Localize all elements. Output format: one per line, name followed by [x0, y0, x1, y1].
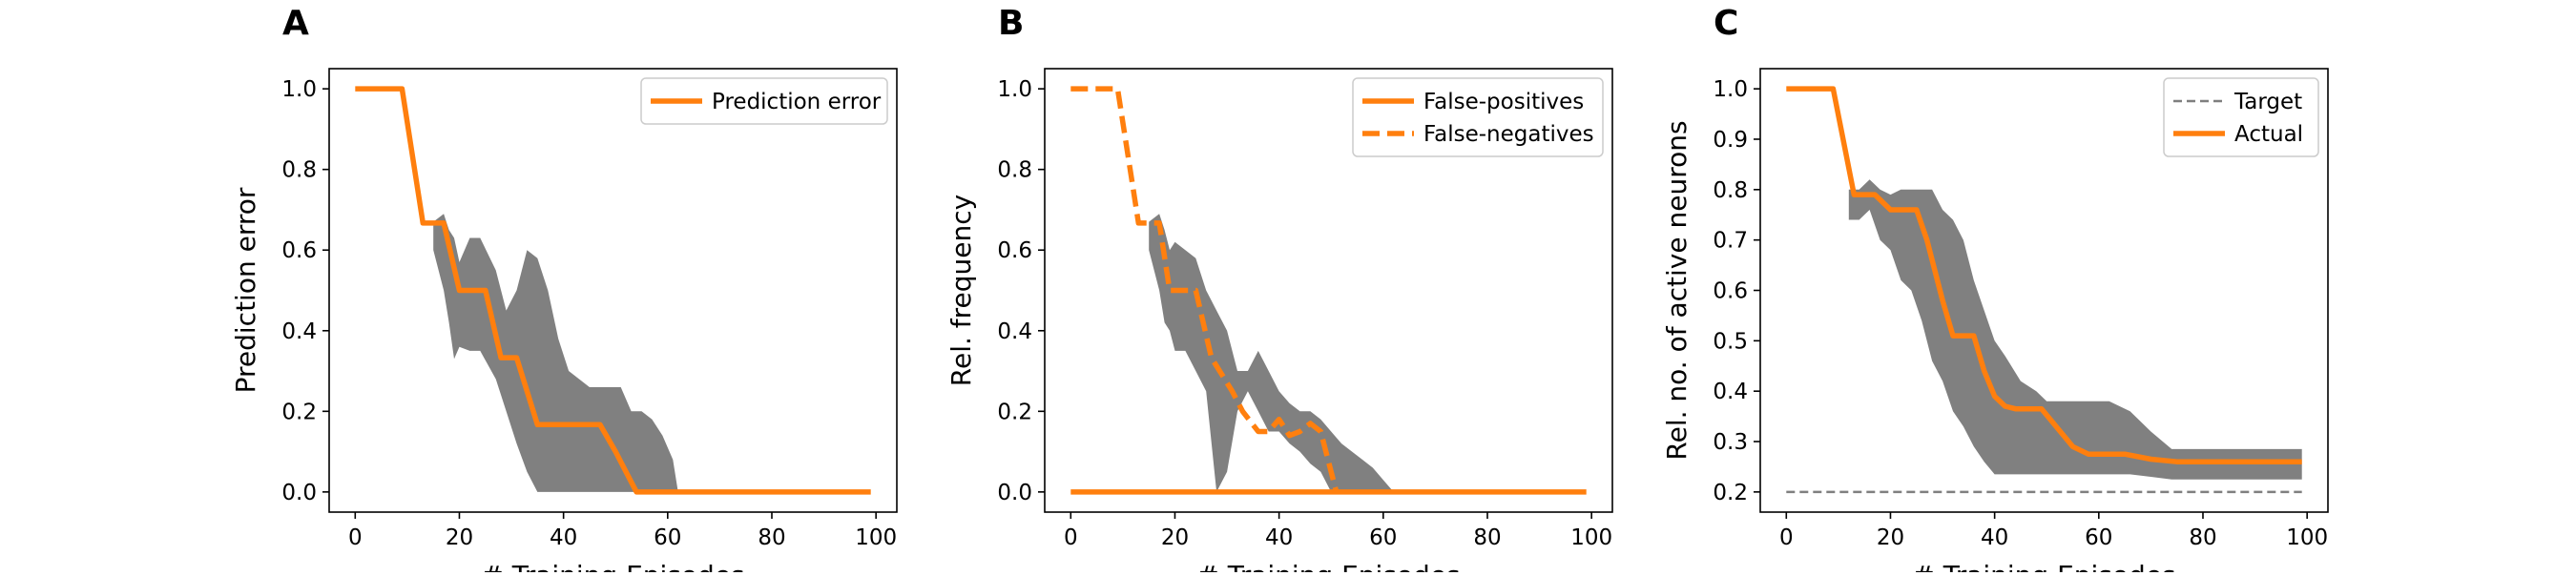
series-line-a-0	[355, 86, 871, 495]
y-tick-label-c-5: 0.7	[1713, 229, 1748, 254]
y-tick-label-c-1: 0.3	[1713, 430, 1748, 455]
panel-letter-a: A	[282, 4, 309, 43]
series-line-c-1	[1786, 86, 2302, 464]
axes-frame-b	[1044, 68, 1613, 513]
x-tick-label-a-4: 80	[758, 525, 785, 550]
y-tick-label-b-1: 0.2	[997, 400, 1032, 424]
panel-letter-b: B	[998, 4, 1024, 43]
y-axis-label-a: Prediction error	[230, 187, 261, 393]
axes-frame-a	[328, 68, 898, 513]
x-tick-label-c-2: 40	[1981, 525, 2008, 550]
x-tick-label-a-3: 60	[654, 525, 681, 550]
legend-label-c-0: Target	[2233, 90, 2302, 114]
plot-area-b	[1070, 86, 1587, 495]
band-c-0	[1848, 179, 2302, 480]
panel-a: A 0 20 40 60 80 100 0.0 0.2 0.4 0.6 0.8 1.0 # Traini…	[230, 4, 898, 576]
y-tick-label-a-5: 1.0	[281, 77, 317, 102]
legend-label-c-1: Actual	[2234, 122, 2303, 147]
x-tick-label-b-2: 40	[1265, 525, 1293, 550]
legend-b: False-positives False-negatives	[1352, 77, 1604, 157]
y-tick-label-c-4: 0.6	[1713, 279, 1748, 304]
x-tick-label-c-5: 100	[2286, 525, 2328, 550]
legend-label-a-0: Prediction error	[712, 90, 882, 114]
panel-letter-c: C	[1714, 4, 1738, 43]
y-axis-label-b: Rel. frequency	[945, 195, 977, 386]
legend-box-b	[1352, 77, 1604, 157]
legend-box-a	[640, 77, 888, 125]
band-b-0	[1149, 214, 1394, 492]
x-tick-label-c-4: 80	[2189, 525, 2216, 550]
x-tick-label-a-1: 20	[446, 525, 473, 550]
legend-label-b-0: False-positives	[1423, 90, 1584, 114]
x-tick-label-b-1: 20	[1161, 525, 1189, 550]
x-tick-label-a-2: 40	[550, 525, 577, 550]
legend-box-c	[2163, 77, 2319, 157]
y-tick-label-b-4: 0.8	[997, 158, 1032, 183]
y-tick-label-a-4: 0.8	[281, 158, 317, 183]
panel-c: C 0 20 40 60 80 100 0.2 0.3 0.4 0.5 0.6 0.7 0.8 0.9 1.…	[1661, 4, 2329, 576]
y-tick-label-b-2: 0.4	[997, 319, 1032, 344]
legend-label-b-1: False-negatives	[1423, 122, 1594, 147]
y-tick-label-c-8: 1.0	[1713, 77, 1748, 102]
y-tick-label-a-1: 0.2	[281, 400, 317, 424]
legend-c: Target Actual	[2163, 77, 2319, 157]
plot-area-c	[1786, 86, 2302, 494]
x-tick-label-b-0: 0	[1064, 525, 1078, 550]
legend-a: Prediction error	[640, 77, 888, 125]
x-axis-label-c: # Training Episodes	[1912, 560, 2175, 572]
y-tick-label-c-3: 0.5	[1713, 329, 1748, 354]
y-tick-label-a-3: 0.6	[281, 238, 317, 263]
x-tick-label-c-0: 0	[1779, 525, 1794, 550]
x-tick-label-a-0: 0	[348, 525, 363, 550]
x-tick-label-b-4: 80	[1473, 525, 1501, 550]
x-axis-label-b: # Training Episodes	[1196, 560, 1460, 572]
y-tick-label-c-0: 0.2	[1713, 481, 1748, 505]
x-tick-label-a-5: 100	[855, 525, 897, 550]
band-a-0	[433, 214, 678, 492]
y-axis-label-c: Rel. no. of active neurons	[1661, 120, 1693, 460]
y-tick-label-b-3: 0.6	[997, 238, 1032, 263]
y-tick-label-b-0: 0.0	[997, 481, 1032, 505]
y-tick-label-c-6: 0.8	[1713, 178, 1748, 203]
x-tick-label-c-3: 60	[2085, 525, 2112, 550]
y-tick-label-c-7: 0.9	[1713, 128, 1748, 153]
x-tick-label-b-5: 100	[1570, 525, 1612, 550]
y-tick-label-b-5: 1.0	[997, 77, 1032, 102]
y-tick-label-c-2: 0.4	[1713, 380, 1748, 404]
panel-b: B 0 20 40 60 80 100 0.0 0.2 0.4 0.6 0.8 1.0 # Traini…	[945, 4, 1613, 576]
x-axis-label-a: # Training Episodes	[481, 560, 744, 572]
series-line-b-1	[1070, 86, 1340, 493]
plot-area-a	[355, 86, 871, 495]
x-tick-label-c-1: 20	[1877, 525, 1904, 550]
x-tick-label-b-3: 60	[1369, 525, 1397, 550]
y-tick-label-a-2: 0.4	[281, 319, 317, 344]
y-tick-label-a-0: 0.0	[281, 481, 317, 505]
